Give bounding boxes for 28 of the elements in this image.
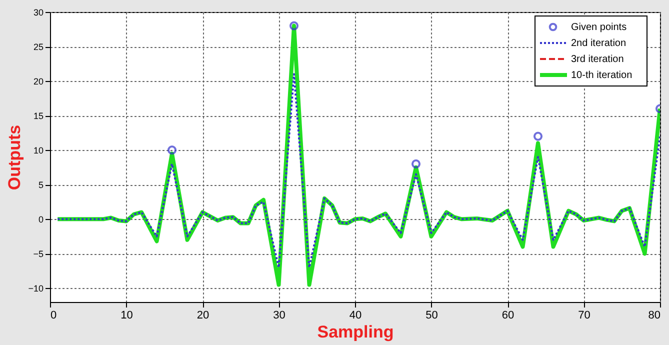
y-tick-label: −10 (28, 284, 44, 294)
x-tick-label: 0 (50, 310, 57, 322)
legend-label: 3rd iteration (571, 54, 624, 65)
x-tick-label: 10 (120, 310, 133, 322)
legend-label: 2nd iteration (571, 38, 626, 49)
point (411, 159, 421, 168)
x-tick-label: 40 (349, 310, 362, 322)
y-tick-label: 5 (38, 180, 44, 190)
y-tick-label: 30 (33, 8, 44, 18)
x-axis-title: Sampling (317, 322, 394, 342)
y-tick-label: −5 (33, 249, 44, 260)
x-tick-label: 30 (273, 310, 286, 322)
y-tick-label: 0 (38, 214, 44, 225)
y-tick-label: 20 (33, 76, 44, 87)
y-tick-label: 10 (33, 146, 44, 156)
point (289, 21, 299, 30)
point (167, 146, 177, 155)
x-tick-label: 20 (196, 310, 210, 322)
x-tick-label: 70 (578, 310, 590, 322)
y-axis-title: Outputs (5, 124, 24, 190)
y-tick-label: 15 (33, 111, 44, 122)
x-tick-label: 50 (426, 310, 438, 322)
y-tick-label: 25 (33, 42, 44, 52)
point (533, 132, 543, 141)
x-tick-label: 80 (648, 310, 660, 322)
x-tick-label: 60 (502, 310, 514, 322)
legend-label: 10-th iteration (571, 70, 632, 81)
legend-label: Given points (571, 22, 627, 33)
